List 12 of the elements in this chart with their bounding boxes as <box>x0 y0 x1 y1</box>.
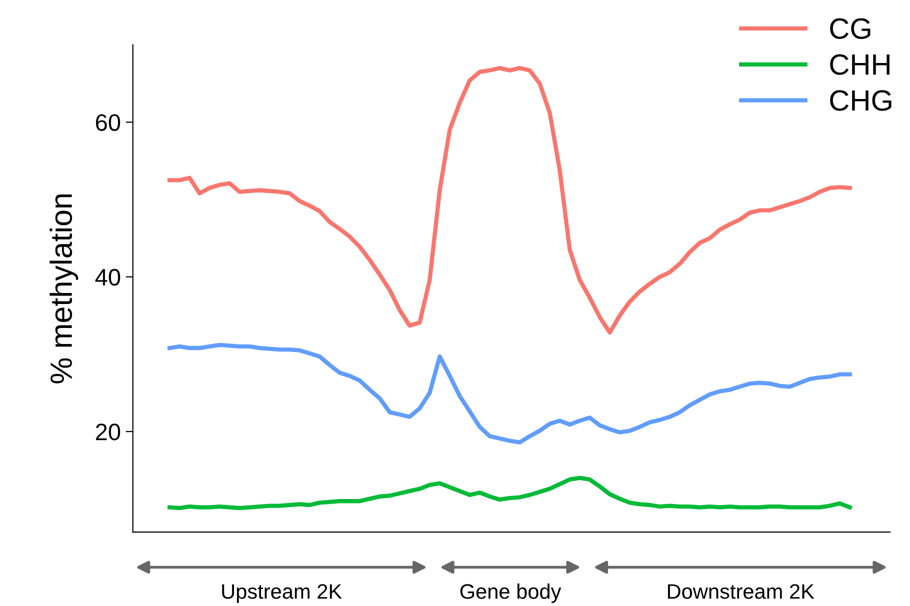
text: Upstream 2K <box>222 584 342 603</box>
y-axis-title: % methylation <box>50 194 78 384</box>
y-tick-label: 60 <box>96 114 120 131</box>
line-series <box>168 342 852 444</box>
y-tick-label: 40 <box>95 268 120 286</box>
text: Gene body <box>460 584 562 603</box>
text: Downstream 2K <box>668 584 814 599</box>
legend-label: CG <box>830 18 870 39</box>
line-series <box>168 476 852 510</box>
y-tick-label: 20 <box>96 424 120 440</box>
legend-label: CHH <box>830 54 890 75</box>
legend-label: CHG <box>830 90 892 111</box>
